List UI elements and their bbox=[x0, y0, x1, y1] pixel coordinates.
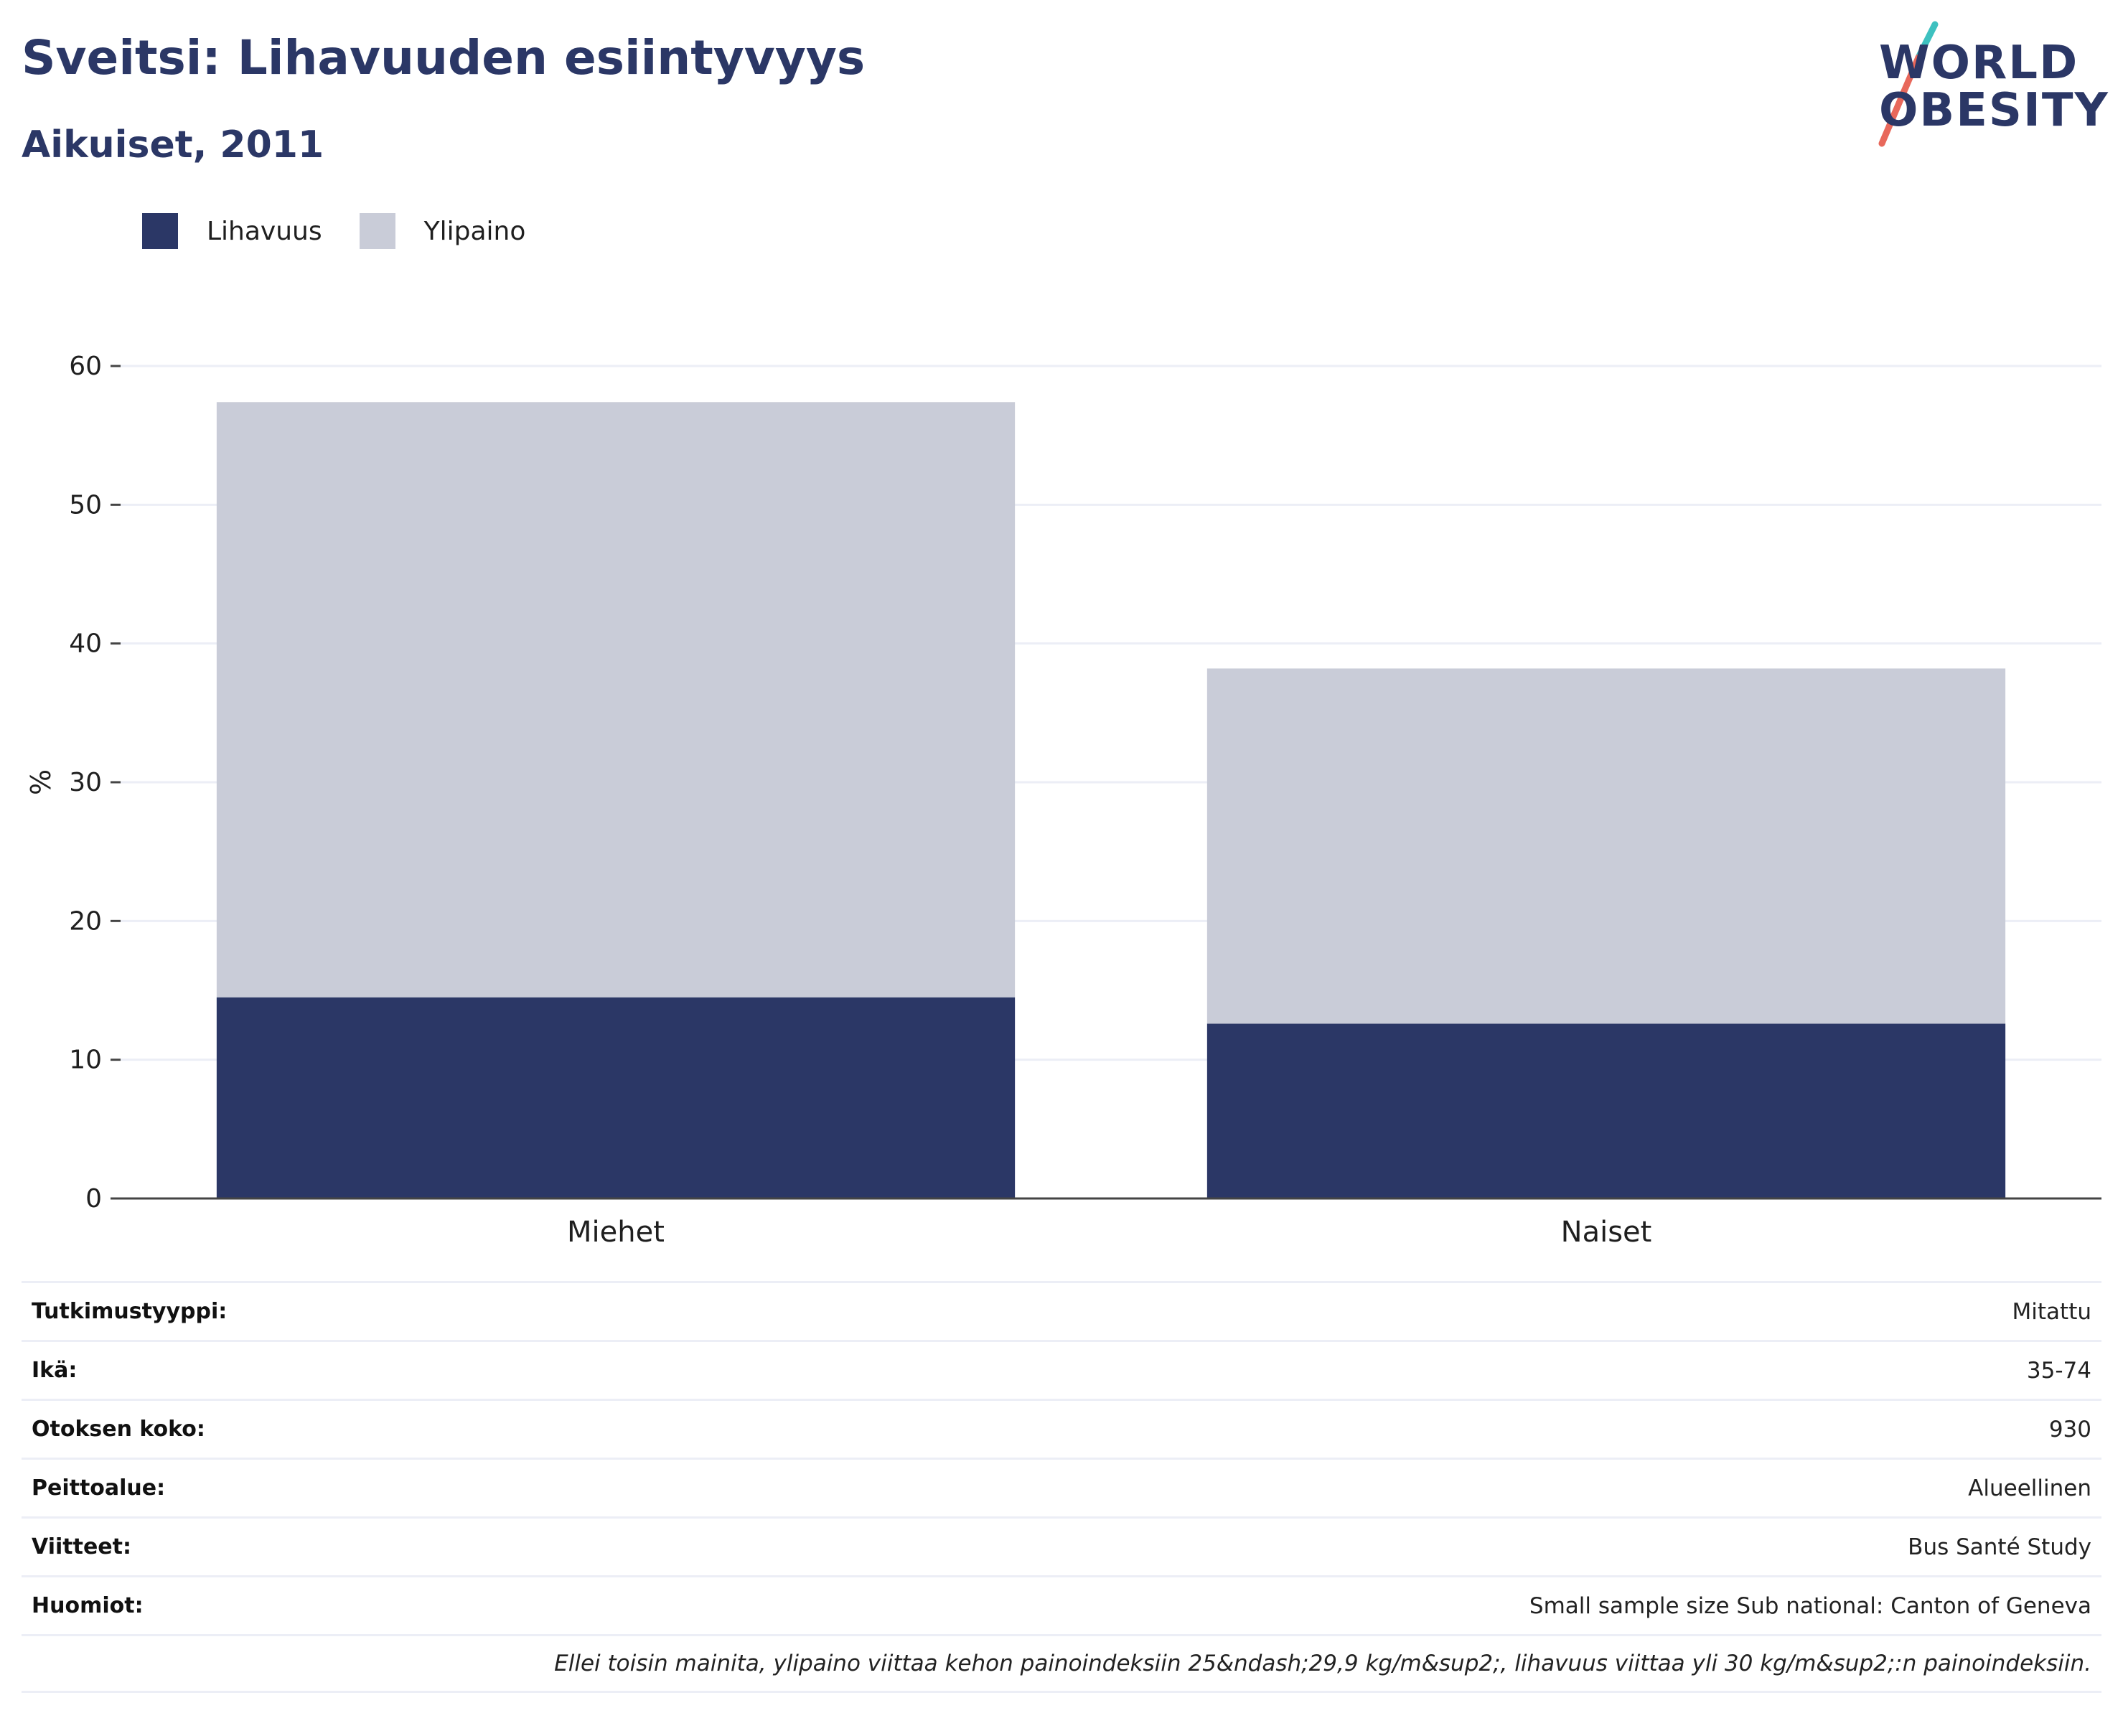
stacked-bar-chart: 0 10 20 30 40 50 60% Miehet Naiset bbox=[25, 352, 2101, 1249]
footnote-row: Ellei toisin mainita, ylipaino viittaa k… bbox=[22, 1634, 2101, 1693]
detail-row-study-type: Tutkimustyyppi: Mitattu bbox=[22, 1281, 2101, 1340]
x-tick-label: Naiset bbox=[1561, 1216, 1652, 1249]
y-axis-label: % bbox=[25, 769, 57, 795]
y-tick-label: 10 bbox=[69, 1046, 102, 1075]
detail-label: Viitteet: bbox=[32, 1534, 131, 1559]
legend-label-lihavuus: Lihavuus bbox=[207, 216, 322, 246]
detail-row-age: Ikä: 35-74 bbox=[22, 1340, 2101, 1399]
logo-text-obesity: OBESITY bbox=[1879, 84, 2109, 137]
logo-text-world: WORLD bbox=[1879, 37, 2079, 90]
y-tick-label: 20 bbox=[69, 906, 102, 936]
detail-value: 35-74 bbox=[2026, 1357, 2091, 1384]
chart-title: Sveitsi: Lihavuuden esiintyvyys bbox=[22, 30, 866, 85]
detail-label: Peittoalue: bbox=[32, 1475, 166, 1501]
bar-ylipaino-miehet bbox=[216, 402, 1016, 998]
legend-swatch-ylipaino bbox=[359, 213, 395, 249]
logo-slash-icon bbox=[1878, 21, 1939, 147]
legend-swatch-lihavuus bbox=[142, 213, 178, 249]
bar-ylipaino-naiset bbox=[1206, 668, 2006, 1024]
detail-label: Ikä: bbox=[32, 1358, 78, 1383]
detail-label: Otoksen koko: bbox=[32, 1417, 205, 1442]
definition-footnote: Ellei toisin mainita, ylipaino viittaa k… bbox=[554, 1651, 2091, 1676]
y-tick-label: 60 bbox=[69, 352, 102, 381]
detail-value: Bus Santé Study bbox=[1908, 1534, 2091, 1560]
y-tick-label: 30 bbox=[69, 768, 102, 797]
bar-lihavuus-naiset bbox=[1206, 1023, 2006, 1198]
detail-value: Small sample size Sub national: Canton o… bbox=[1529, 1592, 2091, 1619]
y-tick-label: 0 bbox=[85, 1184, 102, 1214]
y-tick-label: 50 bbox=[69, 490, 102, 520]
detail-row-references: Viitteet: Bus Santé Study bbox=[22, 1516, 2101, 1575]
detail-label: Huomiot: bbox=[32, 1593, 144, 1618]
bar-lihavuus-miehet bbox=[216, 997, 1016, 1198]
y-tick-label: 40 bbox=[69, 629, 102, 659]
detail-label: Tutkimustyyppi: bbox=[32, 1299, 228, 1324]
legend-item-ylipaino[interactable]: Ylipaino bbox=[359, 213, 526, 249]
detail-row-coverage: Peittoalue: Alueellinen bbox=[22, 1458, 2101, 1516]
x-tick-label: Miehet bbox=[567, 1216, 665, 1249]
detail-row-notes: Huomiot: Small sample size Sub national:… bbox=[22, 1575, 2101, 1634]
legend-label-ylipaino: Ylipaino bbox=[423, 216, 526, 246]
study-details-table: Tutkimustyyppi: Mitattu Ikä: 35-74 Otoks… bbox=[22, 1281, 2101, 1693]
chart-legend: Lihavuus Ylipaino bbox=[142, 212, 563, 250]
world-obesity-logo: WORLD OBESITY bbox=[1866, 20, 2110, 149]
detail-row-sample-size: Otoksen koko: 930 bbox=[22, 1399, 2101, 1458]
chart-subtitle: Aikuiset, 2011 bbox=[22, 123, 324, 166]
detail-value: Alueellinen bbox=[1968, 1475, 2091, 1501]
detail-value: 930 bbox=[2048, 1416, 2091, 1442]
legend-item-lihavuus[interactable]: Lihavuus bbox=[142, 213, 322, 249]
detail-value: Mitattu bbox=[2012, 1298, 2091, 1325]
